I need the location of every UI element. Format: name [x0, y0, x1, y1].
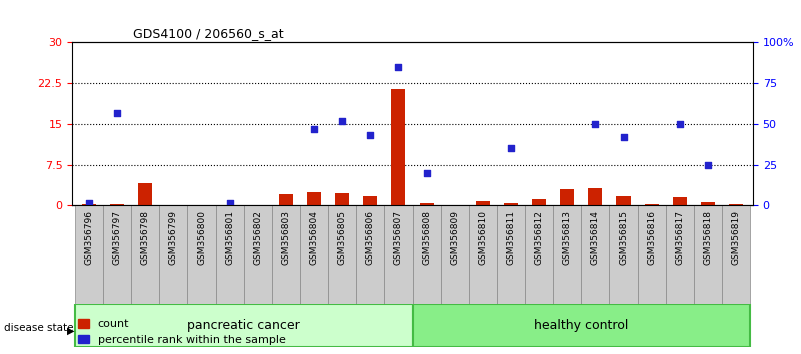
- Text: disease state: disease state: [4, 323, 74, 333]
- Bar: [701, 201, 715, 205]
- Point: [111, 110, 123, 115]
- Text: GSM356810: GSM356810: [478, 210, 487, 265]
- Bar: [666, 205, 694, 304]
- Text: GSM356801: GSM356801: [225, 210, 234, 265]
- Point: [223, 200, 236, 206]
- Point: [308, 126, 320, 132]
- Text: GSM356816: GSM356816: [647, 210, 656, 265]
- Bar: [356, 205, 384, 304]
- Point: [589, 121, 602, 127]
- Bar: [364, 195, 377, 205]
- Point: [505, 145, 517, 151]
- Text: GSM356814: GSM356814: [591, 210, 600, 265]
- Bar: [497, 205, 525, 304]
- Bar: [392, 88, 405, 205]
- Bar: [469, 205, 497, 304]
- Bar: [279, 194, 293, 205]
- Bar: [272, 205, 300, 304]
- Bar: [532, 199, 546, 205]
- Text: GSM356805: GSM356805: [338, 210, 347, 265]
- Bar: [335, 193, 349, 205]
- Text: GSM356815: GSM356815: [619, 210, 628, 265]
- Bar: [553, 205, 582, 304]
- Point: [364, 132, 376, 138]
- Bar: [504, 202, 518, 205]
- Bar: [159, 205, 187, 304]
- Text: GSM356800: GSM356800: [197, 210, 206, 265]
- Point: [674, 121, 686, 127]
- Text: GSM356803: GSM356803: [281, 210, 291, 265]
- Bar: [441, 205, 469, 304]
- Text: GSM356812: GSM356812: [534, 210, 544, 265]
- Bar: [300, 205, 328, 304]
- Bar: [187, 205, 215, 304]
- Bar: [694, 205, 722, 304]
- Bar: [589, 188, 602, 205]
- Text: GSM356796: GSM356796: [84, 210, 94, 265]
- Text: GDS4100 / 206560_s_at: GDS4100 / 206560_s_at: [133, 27, 284, 40]
- Bar: [307, 192, 321, 205]
- Point: [702, 162, 714, 167]
- Bar: [413, 304, 750, 347]
- Point: [336, 118, 348, 124]
- Bar: [722, 205, 750, 304]
- Bar: [131, 205, 159, 304]
- Bar: [476, 201, 490, 205]
- Bar: [244, 205, 272, 304]
- Bar: [215, 205, 244, 304]
- Bar: [645, 204, 658, 205]
- Bar: [413, 205, 441, 304]
- Text: GSM356813: GSM356813: [563, 210, 572, 265]
- Bar: [328, 205, 356, 304]
- Text: GSM356817: GSM356817: [675, 210, 684, 265]
- Bar: [82, 204, 96, 205]
- Text: GSM356811: GSM356811: [506, 210, 516, 265]
- Bar: [638, 205, 666, 304]
- Bar: [673, 197, 686, 205]
- Text: GSM356809: GSM356809: [450, 210, 459, 265]
- Bar: [560, 189, 574, 205]
- Point: [83, 200, 95, 206]
- Bar: [103, 205, 131, 304]
- Text: GSM356802: GSM356802: [253, 210, 262, 265]
- Text: GSM356819: GSM356819: [731, 210, 741, 265]
- Bar: [729, 204, 743, 205]
- Text: GSM356807: GSM356807: [394, 210, 403, 265]
- Text: GSM356797: GSM356797: [113, 210, 122, 265]
- Point: [617, 134, 630, 140]
- Bar: [610, 205, 638, 304]
- Text: GSM356806: GSM356806: [366, 210, 375, 265]
- Text: GSM356808: GSM356808: [422, 210, 431, 265]
- Bar: [139, 183, 152, 205]
- Text: healthy control: healthy control: [534, 319, 629, 332]
- Point: [421, 170, 433, 176]
- Point: [392, 64, 405, 70]
- Bar: [75, 304, 413, 347]
- Text: ▶: ▶: [66, 326, 74, 336]
- Bar: [420, 202, 433, 205]
- Text: GSM356818: GSM356818: [703, 210, 712, 265]
- Bar: [525, 205, 553, 304]
- Text: GSM356799: GSM356799: [169, 210, 178, 265]
- Bar: [384, 205, 413, 304]
- Text: GSM356804: GSM356804: [309, 210, 319, 265]
- Text: pancreatic cancer: pancreatic cancer: [187, 319, 300, 332]
- Bar: [75, 205, 103, 304]
- Text: GSM356798: GSM356798: [141, 210, 150, 265]
- Legend: count, percentile rank within the sample: count, percentile rank within the sample: [78, 319, 285, 345]
- Bar: [617, 195, 630, 205]
- Bar: [110, 204, 124, 205]
- Bar: [582, 205, 610, 304]
